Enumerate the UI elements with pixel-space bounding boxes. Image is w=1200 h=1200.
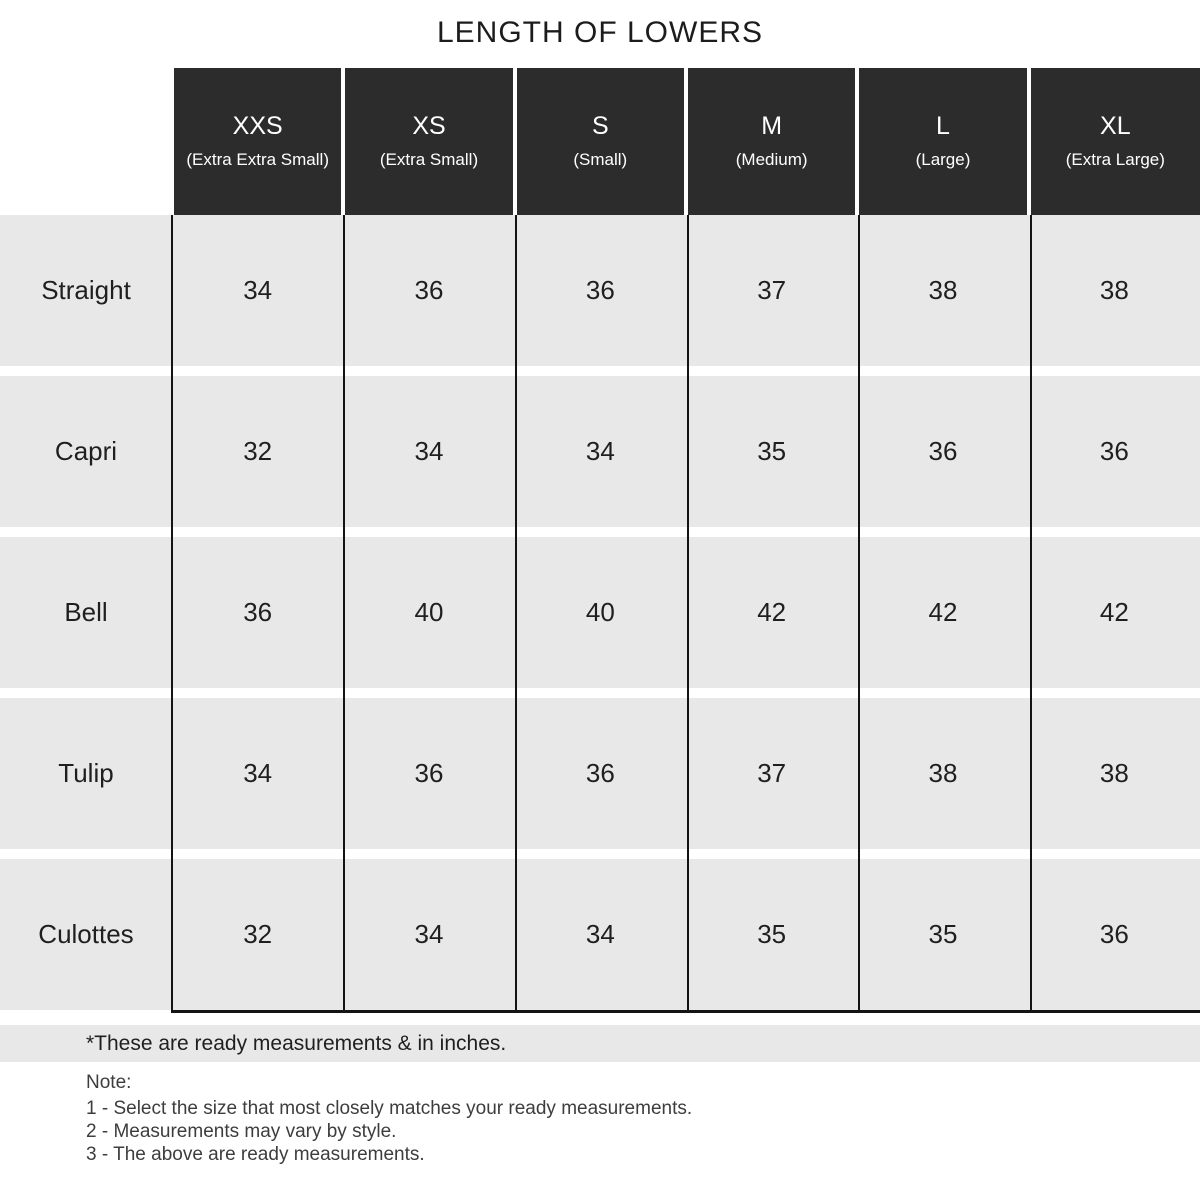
value-cell: 34 — [343, 859, 515, 1010]
column-header-m: M (Medium) — [687, 68, 856, 215]
column-divider — [687, 215, 689, 1013]
value-cell: 34 — [172, 215, 344, 366]
note-item: 2 - Measurements may vary by style. — [86, 1121, 397, 1142]
column-header-xxs: XXS (Extra Extra Small) — [174, 68, 342, 215]
note-heading: Note: — [86, 1072, 132, 1093]
size-description: (Large) — [915, 149, 971, 169]
measurements-table-body: Straight 34 36 36 37 38 38 Capri 32 34 3… — [0, 215, 1200, 1013]
value-cell: 38 — [857, 698, 1029, 849]
value-cell: 36 — [343, 698, 515, 849]
value-cell: 32 — [172, 376, 344, 527]
value-cell: 42 — [857, 537, 1029, 688]
column-header-l: L (Large) — [859, 68, 1027, 215]
value-cell: 34 — [343, 376, 515, 527]
value-cell: 40 — [514, 537, 686, 688]
size-code: XS — [412, 112, 446, 141]
value-cell: 36 — [172, 537, 344, 688]
value-cell: 36 — [514, 698, 686, 849]
table-row-straight: Straight 34 36 36 37 38 38 — [0, 215, 1200, 366]
size-description: (Small) — [573, 149, 628, 169]
value-cell: 38 — [857, 215, 1029, 366]
row-label: Culottes — [0, 859, 172, 1010]
table-row-capri: Capri 32 34 34 35 36 36 — [0, 376, 1200, 527]
column-header-xs: XS (Extra Small) — [345, 68, 513, 215]
row-label: Capri — [0, 376, 172, 527]
value-cell: 32 — [172, 859, 344, 1010]
note-block: Note: 1 - Select the size that most clos… — [86, 1071, 692, 1166]
value-cell: 35 — [857, 859, 1029, 1010]
value-cell: 34 — [514, 376, 686, 527]
value-cell: 35 — [685, 376, 858, 527]
column-divider — [343, 215, 345, 1013]
size-description: (Extra Large) — [1065, 149, 1165, 169]
value-cell: 42 — [1028, 537, 1200, 688]
value-cell: 36 — [514, 215, 686, 366]
note-item: 3 - The above are ready measurements. — [86, 1144, 425, 1165]
measurements-footnote: *These are ready measurements & in inche… — [0, 1025, 1200, 1062]
value-cell: 42 — [685, 537, 858, 688]
size-code: S — [591, 112, 609, 141]
column-header-xl: XL (Extra Large) — [1030, 68, 1200, 215]
note-item: 1 - Select the size that most closely ma… — [86, 1098, 693, 1119]
column-divider — [171, 215, 173, 1013]
row-label: Straight — [0, 215, 172, 366]
column-divider — [1030, 215, 1032, 1013]
table-row-bell: Bell 36 40 40 42 42 42 — [0, 537, 1200, 688]
size-code: XL — [1100, 112, 1131, 141]
value-cell: 36 — [1028, 376, 1200, 527]
column-header-s: S (Small) — [516, 68, 684, 215]
table-row-culottes: Culottes 32 34 34 35 35 36 — [0, 859, 1200, 1010]
size-description: (Extra Extra Small) — [186, 149, 329, 169]
value-cell: 34 — [172, 698, 344, 849]
value-cell: 38 — [1028, 215, 1200, 366]
table-row-tulip: Tulip 34 36 36 37 38 38 — [0, 698, 1200, 849]
value-cell: 35 — [685, 859, 858, 1010]
row-label: Bell — [0, 537, 172, 688]
column-divider — [858, 215, 860, 1013]
size-description: (Extra Small) — [379, 149, 479, 169]
value-cell: 36 — [343, 215, 515, 366]
corner-cell — [0, 68, 172, 215]
size-header-row: XXS (Extra Extra Small) XS (Extra Small)… — [0, 68, 1200, 215]
column-divider — [515, 215, 517, 1013]
value-cell: 37 — [685, 215, 858, 366]
value-cell: 37 — [685, 698, 858, 849]
size-code: XXS — [232, 112, 283, 141]
value-cell: 36 — [1028, 859, 1200, 1010]
value-cell: 36 — [857, 376, 1029, 527]
size-code: M — [761, 112, 783, 141]
size-description: (Medium) — [735, 149, 808, 169]
page-title: LENGTH OF LOWERS — [436, 16, 764, 49]
value-cell: 34 — [514, 859, 686, 1010]
table-bottom-border — [171, 1010, 1200, 1013]
value-cell: 38 — [1028, 698, 1200, 849]
size-code: L — [936, 112, 950, 141]
row-label: Tulip — [0, 698, 172, 849]
value-cell: 40 — [343, 537, 515, 688]
